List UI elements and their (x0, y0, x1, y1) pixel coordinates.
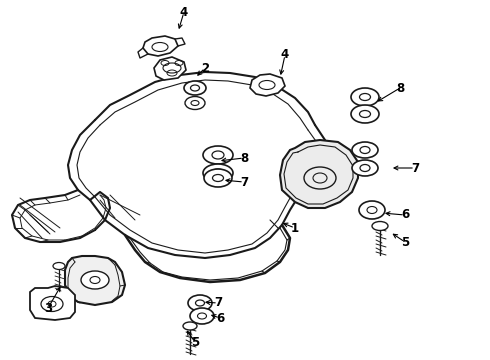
Ellipse shape (188, 295, 212, 311)
Polygon shape (250, 74, 285, 96)
Ellipse shape (197, 313, 206, 319)
Text: 3: 3 (44, 302, 52, 315)
Ellipse shape (184, 81, 206, 95)
Ellipse shape (352, 142, 378, 158)
Ellipse shape (191, 100, 199, 105)
Ellipse shape (204, 169, 232, 187)
Ellipse shape (190, 308, 214, 324)
Ellipse shape (360, 111, 370, 117)
Text: 8: 8 (240, 152, 248, 165)
Polygon shape (30, 286, 75, 320)
Ellipse shape (359, 201, 385, 219)
Text: 7: 7 (411, 162, 419, 175)
Ellipse shape (360, 94, 370, 100)
Ellipse shape (351, 105, 379, 123)
Polygon shape (280, 140, 358, 208)
Ellipse shape (203, 164, 233, 182)
Ellipse shape (185, 96, 205, 109)
Text: 8: 8 (396, 81, 404, 94)
Ellipse shape (212, 151, 224, 159)
Text: 7: 7 (240, 175, 248, 189)
Ellipse shape (360, 147, 370, 153)
Ellipse shape (90, 276, 100, 284)
Ellipse shape (191, 85, 199, 91)
Ellipse shape (53, 262, 65, 270)
Ellipse shape (213, 175, 223, 181)
Ellipse shape (372, 221, 388, 230)
Text: 1: 1 (291, 221, 299, 234)
Polygon shape (143, 36, 178, 56)
Text: 6: 6 (216, 311, 224, 324)
Ellipse shape (196, 300, 204, 306)
Polygon shape (65, 256, 125, 305)
Text: 5: 5 (191, 336, 199, 348)
Ellipse shape (367, 207, 377, 213)
Text: 5: 5 (401, 235, 409, 248)
Ellipse shape (81, 271, 109, 289)
Text: 7: 7 (214, 297, 222, 310)
Text: 2: 2 (201, 62, 209, 75)
Text: 4: 4 (281, 49, 289, 62)
Polygon shape (154, 57, 186, 80)
Ellipse shape (183, 322, 197, 330)
Text: 6: 6 (401, 208, 409, 221)
Ellipse shape (351, 88, 379, 106)
Ellipse shape (203, 146, 233, 164)
Text: 4: 4 (180, 5, 188, 18)
Ellipse shape (352, 160, 378, 176)
Ellipse shape (212, 169, 224, 177)
Ellipse shape (360, 165, 370, 171)
